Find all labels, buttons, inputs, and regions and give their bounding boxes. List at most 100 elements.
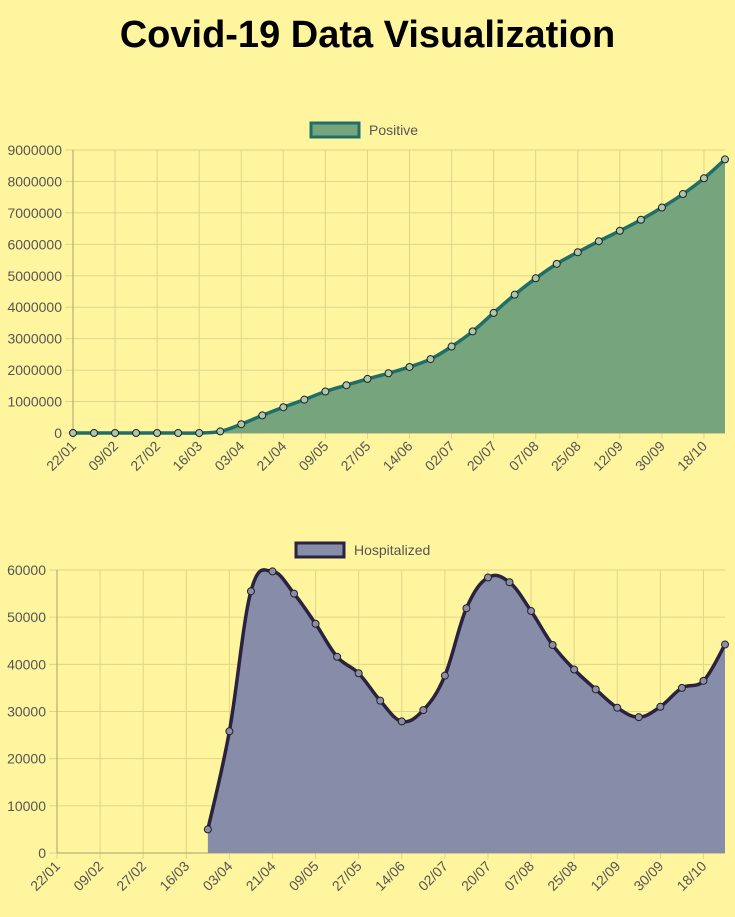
- data-point[interactable]: [440, 671, 449, 680]
- data-point[interactable]: [483, 573, 492, 582]
- data-point[interactable]: [311, 619, 320, 628]
- data-point[interactable]: [69, 429, 77, 437]
- legend[interactable]: Hospitalized: [294, 541, 430, 559]
- data-point[interactable]: [505, 578, 514, 587]
- x-tick-label: 21/04: [253, 438, 289, 474]
- data-point[interactable]: [203, 825, 212, 834]
- data-point[interactable]: [111, 429, 120, 437]
- x-tick-label: 14/06: [380, 438, 416, 474]
- data-point[interactable]: [510, 290, 519, 299]
- y-tick-label: 4000000: [7, 299, 62, 315]
- y-tick-label: 3000000: [7, 331, 62, 347]
- x-axis: 22/01 09/02 27/02 16/03 03/04 21/04 09/05 27/05…: [43, 438, 710, 474]
- y-tick-label: 5000000: [7, 268, 62, 284]
- data-point[interactable]: [342, 381, 351, 390]
- data-point[interactable]: [384, 369, 393, 378]
- data-point[interactable]: [376, 696, 385, 705]
- x-tick-label: 12/09: [587, 858, 623, 894]
- y-tick-label: 6000000: [7, 236, 62, 252]
- x-tick-label: 22/01: [43, 438, 79, 474]
- data-point[interactable]: [721, 155, 729, 164]
- y-tick-label: 9000000: [7, 142, 62, 158]
- data-point[interactable]: [279, 403, 288, 412]
- data-point[interactable]: [90, 429, 99, 437]
- data-point[interactable]: [570, 665, 579, 674]
- x-axis: 22/01 09/02 27/02 16/03 03/04 21/04 09/05 27/05…: [27, 858, 710, 894]
- data-point[interactable]: [489, 308, 498, 317]
- data-point[interactable]: [594, 237, 603, 246]
- x-tick-label: 07/08: [501, 858, 537, 894]
- data-point[interactable]: [531, 274, 540, 283]
- data-point[interactable]: [699, 676, 708, 685]
- data-point[interactable]: [132, 429, 141, 437]
- data-point[interactable]: [615, 226, 624, 235]
- y-tick-label: 0: [54, 425, 62, 441]
- data-point[interactable]: [419, 706, 428, 715]
- data-point[interactable]: [613, 703, 622, 712]
- data-point[interactable]: [462, 604, 471, 613]
- x-tick-label: 27/05: [337, 438, 373, 474]
- x-tick-label: 20/07: [458, 858, 494, 894]
- data-point[interactable]: [246, 587, 255, 596]
- x-tick-label: 12/09: [590, 438, 626, 474]
- y-tick-label: 20000: [7, 751, 46, 767]
- x-tick-label: 22/01: [27, 858, 63, 894]
- data-point[interactable]: [447, 342, 456, 351]
- x-tick-label: 27/02: [113, 858, 149, 894]
- y-tick-label: 50000: [7, 609, 46, 625]
- data-point[interactable]: [300, 395, 309, 404]
- x-tick-label: 30/09: [632, 438, 668, 474]
- data-point[interactable]: [153, 429, 162, 437]
- x-tick-label: 25/08: [544, 858, 580, 894]
- data-point[interactable]: [216, 427, 225, 436]
- x-tick-label: 18/10: [674, 438, 710, 474]
- y-tick-label: 30000: [7, 704, 46, 720]
- data-point[interactable]: [657, 203, 666, 212]
- data-point[interactable]: [678, 190, 687, 199]
- data-point[interactable]: [321, 387, 330, 396]
- data-point[interactable]: [333, 652, 342, 661]
- data-point[interactable]: [258, 411, 267, 420]
- x-tick-label: 16/03: [156, 858, 192, 894]
- data-point[interactable]: [591, 685, 600, 694]
- x-tick-label: 09/02: [85, 438, 121, 474]
- data-point[interactable]: [636, 215, 645, 224]
- data-point[interactable]: [237, 420, 246, 429]
- series-area: [207, 569, 725, 853]
- data-point[interactable]: [552, 259, 561, 268]
- y-axis: 0 10000 20000 30000 40000 50000 60000: [7, 562, 46, 861]
- data-point[interactable]: [397, 717, 406, 726]
- page-title: Covid-19 Data Visualization: [119, 14, 616, 56]
- data-point[interactable]: [573, 248, 582, 257]
- data-point[interactable]: [656, 702, 665, 711]
- data-point[interactable]: [721, 640, 729, 649]
- data-point[interactable]: [225, 727, 234, 736]
- data-point[interactable]: [174, 429, 183, 437]
- data-point[interactable]: [405, 362, 414, 371]
- x-tick-label: 27/02: [127, 438, 163, 474]
- data-point[interactable]: [699, 174, 708, 183]
- data-point[interactable]: [426, 355, 435, 364]
- data-point[interactable]: [363, 374, 372, 383]
- data-point[interactable]: [354, 669, 363, 678]
- x-tick-label: 18/10: [673, 858, 709, 894]
- data-point[interactable]: [527, 607, 536, 616]
- data-point[interactable]: [677, 683, 686, 692]
- data-point[interactable]: [290, 589, 299, 598]
- x-tick-label: 07/08: [506, 438, 542, 474]
- data-point[interactable]: [268, 567, 277, 576]
- data-point[interactable]: [634, 713, 643, 722]
- legend-swatch: [294, 541, 346, 559]
- y-tick-label: 0: [38, 845, 46, 861]
- legend[interactable]: Positive: [309, 121, 418, 139]
- x-tick-label: 21/04: [243, 858, 279, 894]
- x-tick-label: 03/04: [199, 858, 235, 894]
- legend-label: Hospitalized: [354, 542, 430, 558]
- y-tick-label: 7000000: [7, 205, 62, 221]
- x-tick-label: 20/07: [464, 438, 500, 474]
- y-tick-label: 10000: [7, 798, 46, 814]
- data-point[interactable]: [548, 640, 557, 649]
- x-tick-label: 25/08: [548, 438, 584, 474]
- data-point[interactable]: [468, 327, 477, 336]
- data-point[interactable]: [195, 429, 204, 437]
